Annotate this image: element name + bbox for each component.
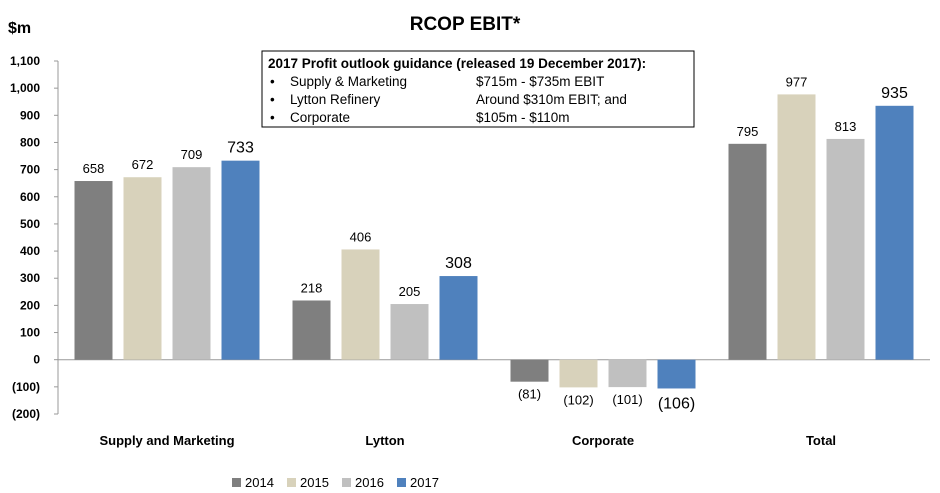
legend: 2014 2015 2016 2017: [232, 475, 439, 490]
guidance-label-corporate: Corporate: [290, 110, 350, 125]
bar-2016-2: [608, 359, 647, 388]
bar-2014-0: [74, 181, 113, 360]
guidance-box-frame: [261, 50, 695, 128]
bar-2017-0: [221, 160, 260, 360]
y-tick-label: 0: [33, 353, 40, 367]
bar-2014-1: [292, 300, 331, 360]
bar-2015-0: [123, 177, 162, 360]
bar-2015-1: [341, 249, 380, 360]
guidance-value-corporate: $105m - $110m: [476, 110, 570, 125]
guidance-bullet: •: [270, 74, 275, 89]
data-label: (106): [658, 395, 695, 412]
data-label: 308: [445, 255, 472, 272]
bars-group: [74, 94, 914, 389]
y-tick-label: 1,000: [10, 81, 40, 95]
y-tick-label: 200: [20, 298, 40, 312]
y-tick-label: 500: [20, 217, 40, 231]
y-tick-label: 600: [20, 190, 40, 204]
bar-2017-3: [875, 105, 914, 360]
legend-swatch-2016: [342, 478, 351, 487]
y-tick-label: 300: [20, 271, 40, 285]
y-tick-label: (200): [12, 407, 40, 421]
y-tick-label: 800: [20, 135, 40, 149]
bar-2014-3: [728, 143, 767, 360]
y-tick-label: 100: [20, 326, 40, 340]
bar-2016-0: [172, 167, 211, 360]
legend-swatch-2014: [232, 478, 241, 487]
y-tick-label: (100): [12, 380, 40, 394]
guidance-value-lytton: Around $310m EBIT; and: [476, 92, 627, 107]
data-labels-group: 658 672 709 733 218 406 205 308 (81) (102) (101) (1…: [83, 74, 908, 412]
chart-title: RCOP EBIT*: [410, 14, 521, 35]
guidance-label-lytton: Lytton Refinery: [290, 92, 381, 107]
x-category-label: Corporate: [572, 433, 634, 448]
data-label: 218: [301, 280, 323, 295]
data-label: 672: [132, 157, 154, 172]
bar-2015-2: [559, 359, 598, 388]
y-tick-label: 400: [20, 244, 40, 258]
x-category-label: Total: [806, 433, 836, 448]
data-label: 795: [737, 124, 759, 139]
data-label: 813: [835, 119, 857, 134]
data-label: 205: [399, 284, 421, 299]
bar-2015-3: [777, 94, 816, 360]
data-label: (101): [612, 392, 642, 407]
data-label: 658: [83, 161, 105, 176]
guidance-title: 2017 Profit outlook guidance (released 1…: [268, 56, 646, 71]
legend-swatch-2017: [397, 478, 406, 487]
bar-2016-3: [826, 138, 865, 360]
legend-label-2014: 2014: [245, 475, 274, 490]
data-label: (81): [518, 387, 541, 402]
data-label: (102): [563, 392, 593, 407]
legend-label-2016: 2016: [355, 475, 384, 490]
x-category-label: Supply and Marketing: [99, 433, 234, 448]
x-category-labels: Supply and Marketing Lytton Corporate Total: [99, 433, 836, 448]
y-tick-label: 700: [20, 163, 40, 177]
unit-label: $m: [8, 20, 31, 37]
legend-label-2017: 2017: [410, 475, 439, 490]
data-label: 977: [786, 74, 808, 89]
bar-2017-1: [439, 276, 478, 360]
bar-2014-2: [510, 359, 549, 382]
y-tick-label: 1,100: [10, 54, 40, 68]
legend-swatch-2015: [287, 478, 296, 487]
data-label: 733: [227, 140, 254, 157]
legend-label-2015: 2015: [300, 475, 329, 490]
bar-2016-1: [390, 304, 429, 360]
guidance-box: 2017 Profit outlook guidance (released 1…: [261, 50, 695, 128]
data-label: 935: [881, 85, 908, 102]
guidance-bullet: •: [270, 110, 275, 125]
guidance-bullet: •: [270, 92, 275, 107]
data-label: 406: [350, 229, 372, 244]
x-category-label: Lytton: [365, 433, 404, 448]
guidance-label-supply: Supply & Marketing: [290, 74, 407, 89]
y-tick-label: 900: [20, 108, 40, 122]
guidance-value-supply: $715m - $735m EBIT: [476, 74, 604, 89]
bar-2017-2: [657, 359, 696, 389]
data-label: 709: [181, 147, 203, 162]
